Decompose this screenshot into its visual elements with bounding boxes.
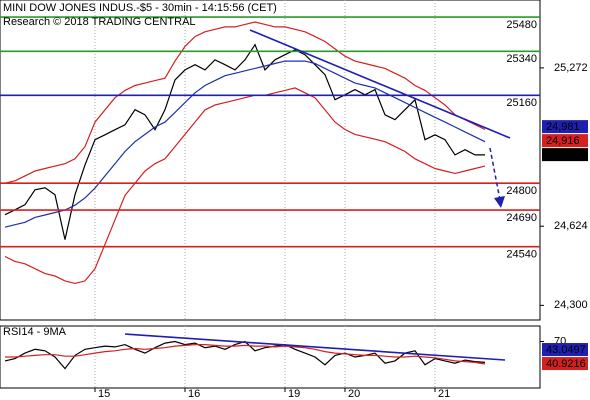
x-tick-label: 16 bbox=[188, 388, 200, 400]
panel-frame bbox=[0, 0, 541, 321]
y-tick-label: 25,272 bbox=[554, 62, 588, 74]
series-line bbox=[4, 60, 486, 228]
value-tag-label: 43.0497 bbox=[546, 344, 586, 356]
series-line bbox=[4, 87, 486, 285]
value-tag-label: 24,981 bbox=[546, 121, 580, 133]
x-tick-label: 15 bbox=[98, 388, 110, 400]
chart-title: MINI DOW JONES INDUS.-$5 - 30min - 14:15… bbox=[3, 2, 277, 14]
level-label: 25160 bbox=[506, 97, 537, 109]
level-label: 25340 bbox=[506, 53, 537, 65]
series-line bbox=[4, 21, 486, 184]
value-tag-label: 40.9216 bbox=[546, 358, 586, 370]
x-tick-label: 20 bbox=[348, 388, 360, 400]
arrow-shaft bbox=[489, 147, 501, 201]
arrow-head bbox=[494, 196, 505, 208]
value-tag-label: 24,916 bbox=[546, 135, 580, 147]
x-tick-label: 21 bbox=[438, 388, 450, 400]
value-tag bbox=[542, 357, 588, 371]
level-label: 24540 bbox=[506, 249, 537, 261]
y-tick-label: 24,300 bbox=[554, 299, 588, 311]
y-tick-label: 24,624 bbox=[554, 220, 588, 232]
value-tag-label: 24,915 bbox=[546, 149, 580, 161]
series-line bbox=[4, 43, 485, 240]
level-label: 24690 bbox=[506, 212, 537, 224]
value-tag bbox=[542, 134, 588, 148]
price-panel: 24,300 24,624 25,272 25480 25340 25160 24800 24… bbox=[0, 0, 588, 321]
trendline bbox=[249, 29, 511, 139]
level-label: 25480 bbox=[506, 19, 537, 31]
series-line bbox=[5, 344, 486, 365]
chart-subtitle: Research © 2018 TRADING CENTRAL bbox=[3, 16, 196, 28]
level-label: 24800 bbox=[506, 185, 537, 197]
rsi-trendline bbox=[124, 333, 506, 361]
value-tag bbox=[542, 120, 588, 134]
value-tag bbox=[542, 343, 588, 357]
panel-frame bbox=[0, 325, 541, 389]
x-tick-label: 19 bbox=[288, 388, 300, 400]
value-tag bbox=[542, 148, 588, 162]
rsi-title: RSI14 - 9MA bbox=[3, 326, 67, 338]
